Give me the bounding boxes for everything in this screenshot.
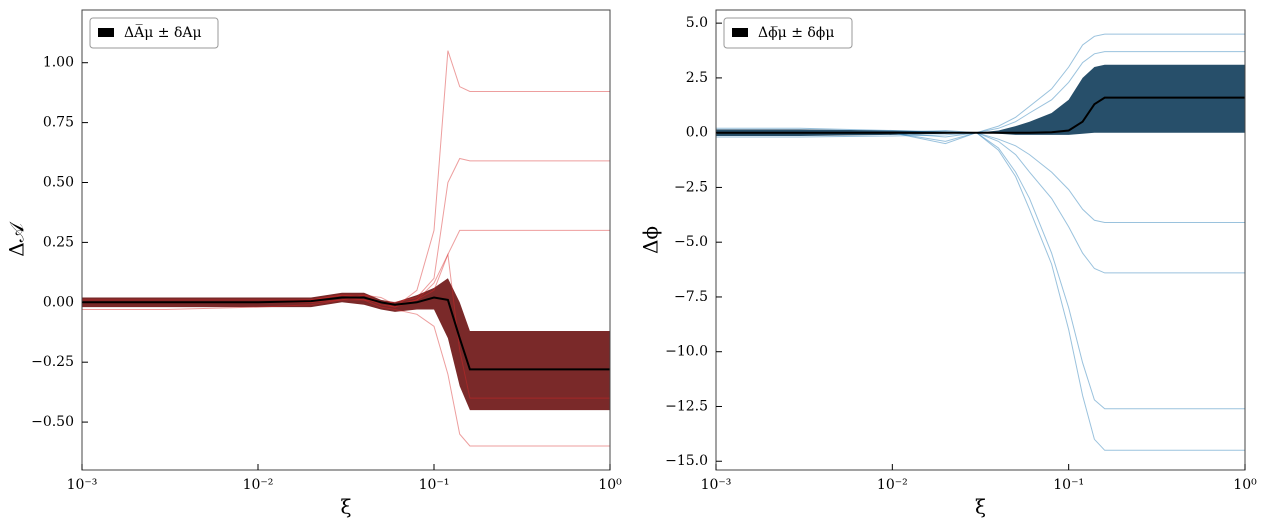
sample-line	[82, 229, 610, 308]
sample-line	[716, 51, 1245, 134]
error-band	[82, 278, 610, 411]
legend-label: Δϕ̅μ ± δϕμ	[758, 25, 834, 41]
y-tick-label: 0.00	[43, 294, 74, 310]
x-tick-label: 10⁻³	[701, 477, 732, 493]
sample-line	[716, 132, 1245, 451]
mean-line	[82, 296, 610, 371]
sample-line	[82, 50, 610, 308]
y-tick-label: 0.75	[43, 115, 74, 131]
sample-line	[82, 299, 610, 447]
y-axis-label: Δϕ	[639, 226, 663, 254]
x-axis-label: ξ	[340, 495, 351, 519]
y-tick-label: −2.5	[674, 179, 708, 195]
x-tick-label: 10⁻¹	[419, 477, 450, 493]
sample-line	[716, 132, 1245, 223]
plot-frame	[715, 9, 1246, 471]
mean-line	[716, 96, 1245, 134]
y-tick-label: −7.5	[674, 289, 708, 305]
sample-line	[716, 132, 1245, 274]
y-tick-label: 2.5	[686, 70, 708, 86]
x-tick-label: 10⁻²	[243, 477, 274, 493]
y-axis-label: Δ𝒜	[5, 221, 29, 256]
legend-swatch	[98, 28, 114, 37]
plot-frame	[81, 9, 611, 471]
y-tick-label: −12.5	[665, 398, 708, 414]
y-tick-label: 1.00	[43, 55, 74, 71]
legend-box	[89, 17, 219, 49]
x-tick-label: 10⁻³	[67, 477, 98, 493]
y-tick-label: −0.50	[31, 414, 74, 430]
x-tick-label: 10⁰	[598, 477, 622, 493]
y-tick-label: 0.50	[43, 175, 74, 191]
y-tick-label: 0.25	[43, 234, 74, 250]
y-tick-label: −0.25	[31, 354, 74, 370]
x-tick-label: 10⁻¹	[1053, 477, 1084, 493]
y-tick-label: −5.0	[674, 234, 708, 250]
y-tick-label: −15.0	[665, 453, 708, 469]
x-tick-label: 10⁰	[1233, 477, 1257, 493]
legend-box	[723, 17, 853, 49]
error-band	[716, 64, 1245, 136]
x-axis-label: ξ	[975, 495, 986, 519]
legend-swatch	[732, 28, 748, 37]
sample-line	[716, 132, 1245, 410]
x-tick-label: 10⁻²	[877, 477, 908, 493]
legend-label: ΔA̅μ ± δAμ	[124, 22, 202, 41]
y-tick-label: −10.0	[665, 344, 708, 360]
y-tick-label: 5.0	[686, 15, 708, 31]
y-tick-label: 0.0	[686, 125, 708, 141]
